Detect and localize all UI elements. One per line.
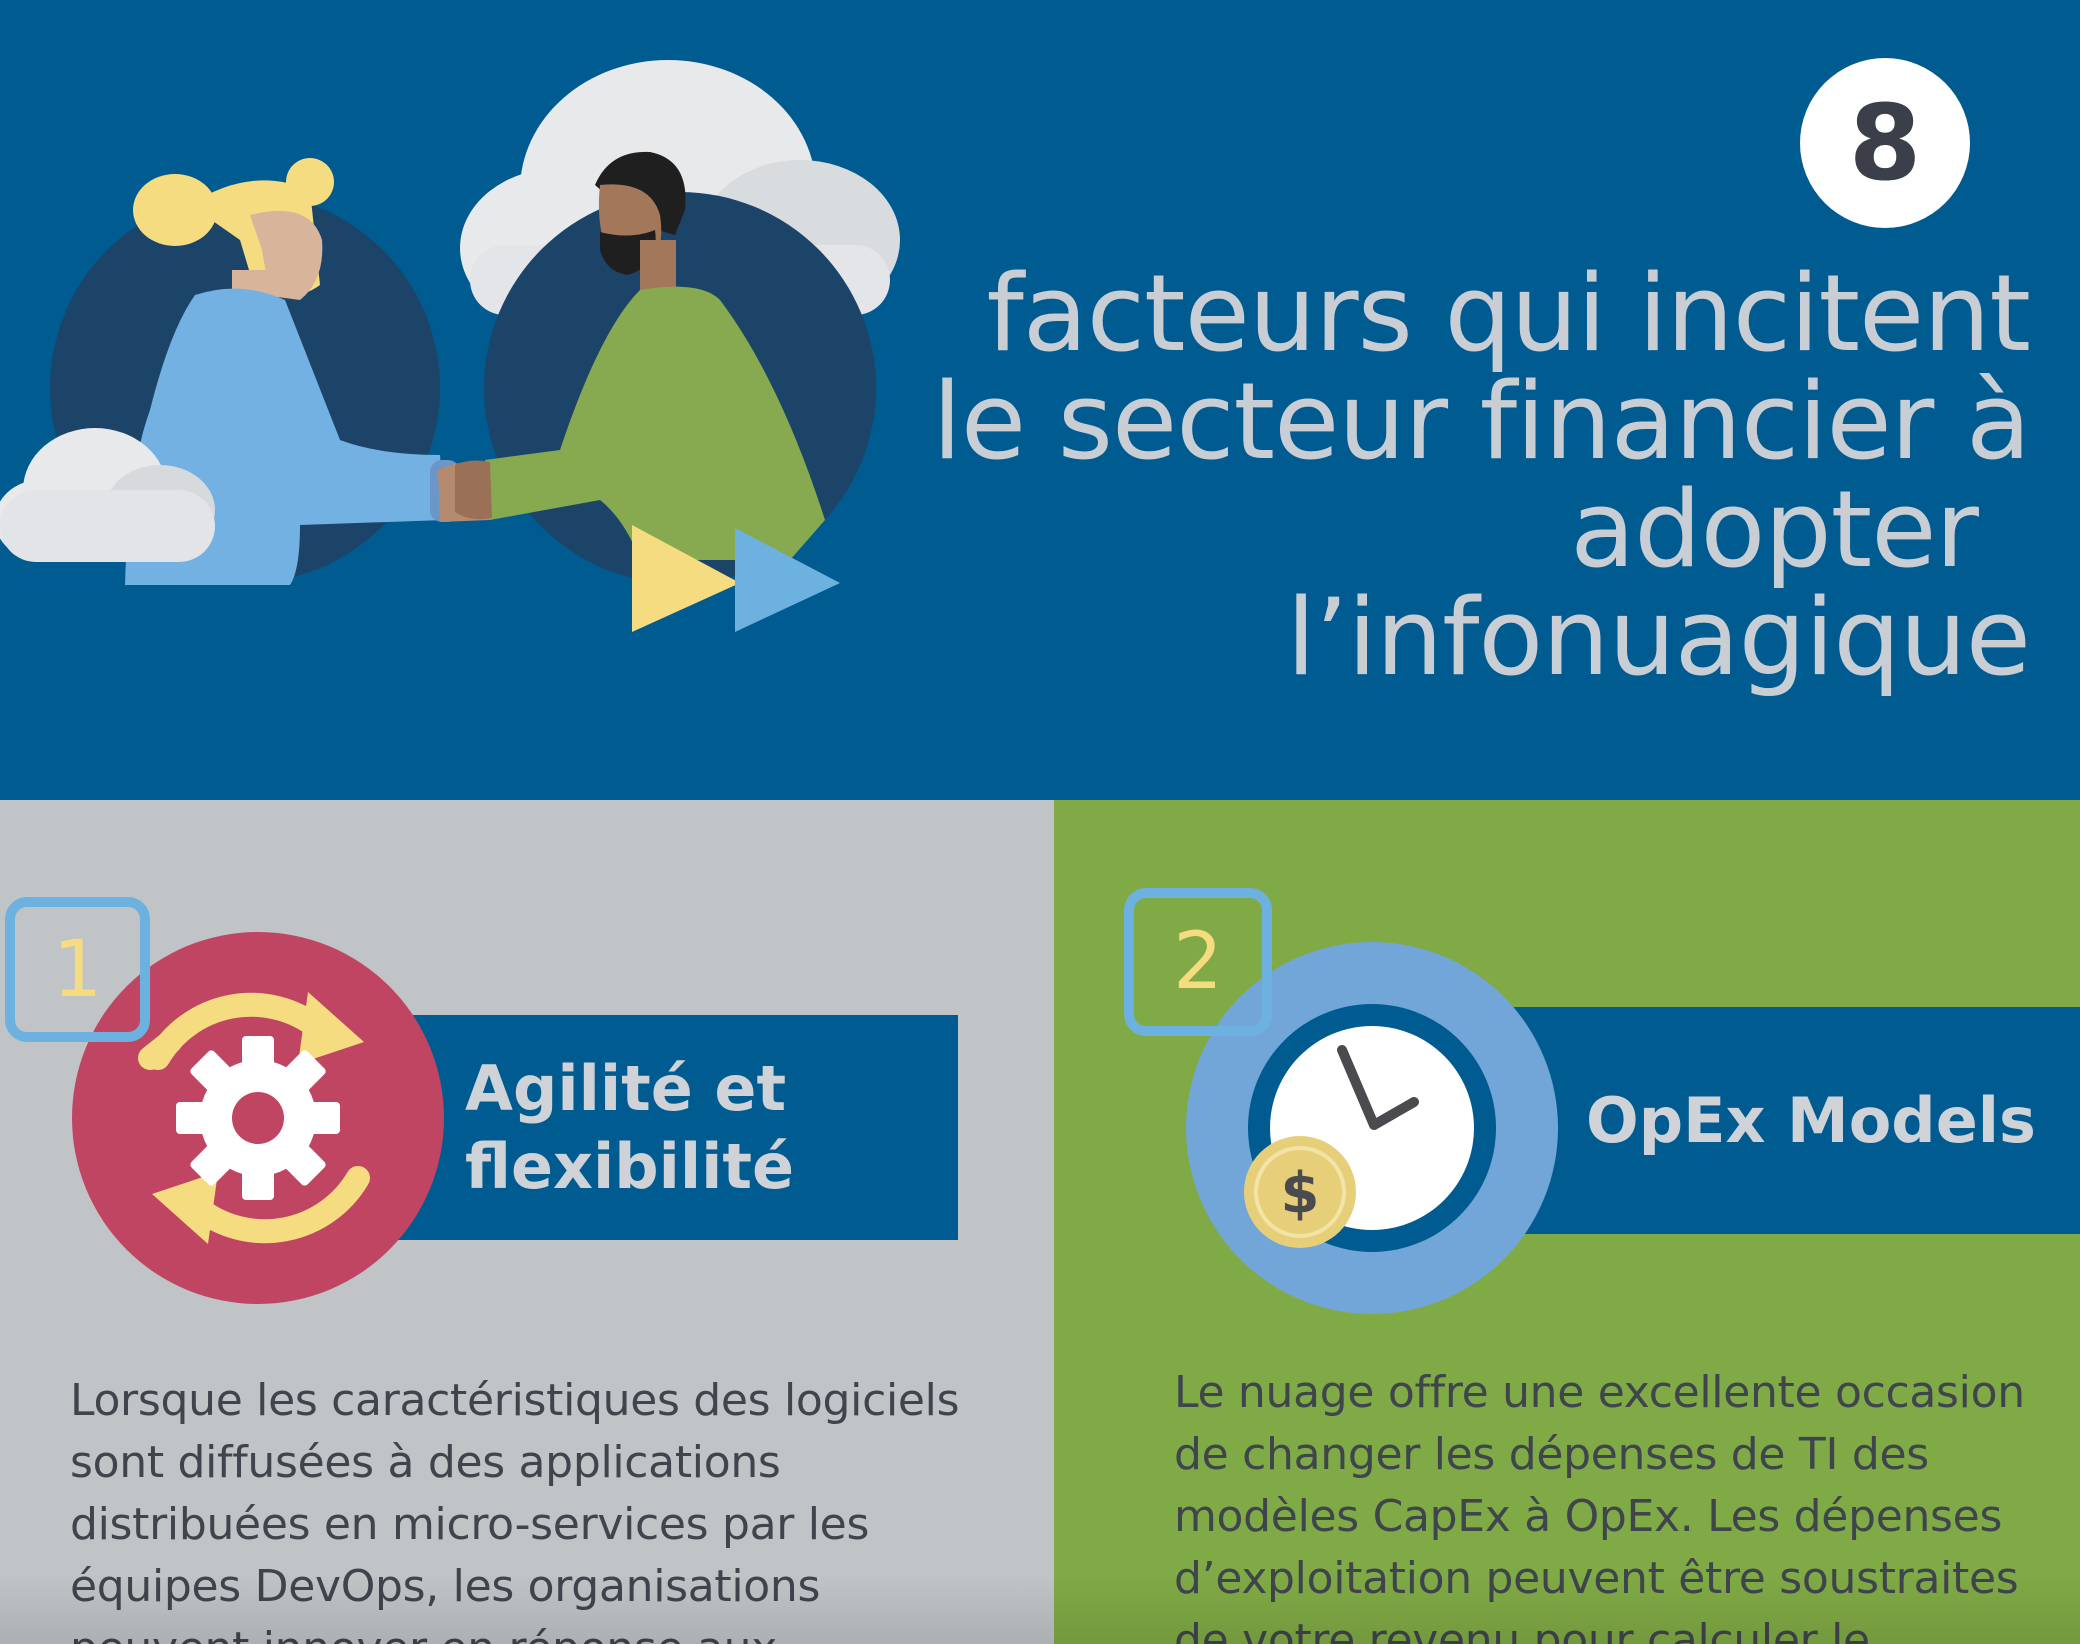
factor-number-box: 2 [1124,888,1272,1036]
description-line: sont diffusées à des applications [70,1437,781,1488]
title-line: l’infonuagique [1286,576,2031,699]
factor-title-band: Agilité et flexibilité [380,1015,958,1240]
description-line: peuvent innover en réponse aux [70,1618,1030,1644]
factor-title-line: Agilité et [465,1051,787,1125]
description-line: Lorsque les caractéristiques des logicie… [70,1375,960,1426]
factor-title-line: flexibilité [465,1129,795,1203]
title-line: adopter [1570,468,1979,591]
title-line: le secteur financier à [932,360,2031,483]
title-line: facteurs qui incitent [986,252,2031,375]
description-line: d’exploitation peuvent être soustraites [1174,1553,2019,1604]
factor-description: Le nuage offre une excellente occasion d… [1174,1362,2074,1644]
factor-count-badge: 8 [1800,58,1970,228]
page-title: facteurs qui incitent le secteur financi… [910,252,2031,699]
factor-title: Agilité et flexibilité [465,1050,794,1206]
cloud-icon [0,428,215,562]
clock-coin-icon: $ [1186,942,1558,1314]
man-figure [455,151,825,560]
factor-title-band: OpEx Models [1474,1007,2080,1234]
factor-number-box: 1 [5,897,150,1042]
factor-card-1: Agilité et flexibilité 1 Lorsque les car… [0,800,1054,1644]
factor-description: Lorsque les caractéristiques des logicie… [70,1370,1030,1644]
handshake-illustration [0,60,900,632]
description-line: équipes DevOps, les organisations [70,1561,821,1612]
description-line: de votre revenu pour calculer le [1174,1615,1870,1644]
description-line: modèles CapEx à OpEx. Les dépenses [1174,1491,2003,1542]
yellow-arrow-icon [632,525,740,632]
gear-cycle-icon [72,932,444,1304]
factor-title: OpEx Models [1586,1083,2036,1157]
svg-text:$: $ [1281,1161,1320,1226]
description-line: Le nuage offre une excellente occasion [1174,1367,2025,1418]
description-line: de changer les dépenses de TI des [1174,1429,1929,1480]
hero-banner: 8 facteurs qui incitent le secteur finan… [0,0,2080,800]
description-line: distribuées en micro-services par les [70,1499,870,1550]
factor-card-2: OpEx Models $ 2 Le nuage offre une excel… [1054,800,2080,1644]
blue-arrow-icon [735,528,840,632]
